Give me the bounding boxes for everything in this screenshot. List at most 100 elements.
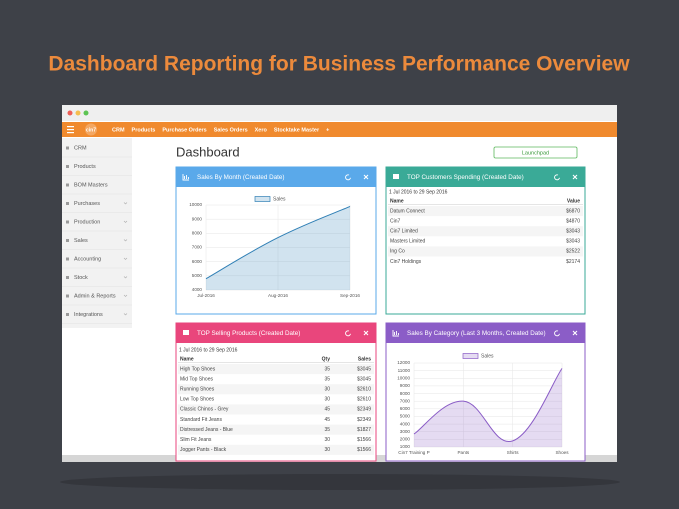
y-tick-label: 9000 — [400, 383, 411, 388]
nav-item[interactable]: Xero — [255, 127, 268, 133]
legend-label: Sales — [481, 353, 494, 359]
table-cell: $6870 — [566, 208, 580, 214]
table-cell: $4870 — [566, 218, 580, 224]
series-line — [413, 368, 563, 442]
table-cell: Standard Fit Jeans — [180, 417, 222, 423]
sidebar-icon — [66, 146, 69, 150]
area-fill — [414, 368, 562, 447]
table-cell: 35 — [324, 376, 330, 382]
chart-icon — [392, 330, 399, 337]
nav-item[interactable]: Purchase Orders — [162, 127, 206, 133]
table-cell: Masters Limited — [390, 239, 426, 245]
menu-icon[interactable] — [67, 126, 74, 134]
nav-item[interactable]: + — [326, 127, 329, 133]
y-tick-label: 2000 — [400, 437, 411, 442]
chevron — [123, 220, 128, 223]
table-header: Value — [567, 198, 580, 204]
close-dot[interactable] — [67, 110, 73, 116]
table-cell: $1827 — [357, 427, 371, 433]
table-icon — [183, 330, 189, 335]
table-cell: Ing Co — [390, 249, 405, 255]
row-stripe — [388, 206, 583, 217]
widget-header — [176, 167, 376, 187]
table-header: Name — [390, 198, 404, 204]
sidebar-item[interactable]: Purchases — [74, 201, 100, 207]
y-tick-label: 1000 — [400, 444, 411, 449]
table-cell: $2349 — [357, 407, 371, 413]
legend-swatch — [462, 353, 479, 359]
nav-item[interactable]: Products — [132, 127, 156, 133]
table-cell: $1566 — [357, 437, 371, 443]
legend-label: Sales — [273, 196, 286, 202]
minimize-dot[interactable] — [75, 110, 81, 116]
y-tick-label: 7000 — [192, 245, 203, 250]
table-cell: 30 — [324, 387, 330, 393]
table-icon — [393, 174, 399, 179]
table-cell: $2610 — [357, 387, 371, 393]
chevron — [123, 294, 128, 297]
table-cell: Low Top Shoes — [180, 397, 215, 403]
row-stripe — [388, 246, 583, 257]
sidebar-item[interactable]: Sales — [74, 238, 88, 244]
logo-badge — [85, 123, 97, 136]
refresh-icon[interactable] — [345, 174, 351, 181]
chart-icon — [182, 174, 189, 181]
table-cell: Datum Connect — [390, 208, 425, 214]
table-cell: $2610 — [357, 397, 371, 403]
page-title: Dashboard — [176, 144, 240, 159]
sidebar-item[interactable]: Production — [74, 219, 100, 225]
y-tick-label: 5000 — [192, 273, 203, 278]
table-header: Name — [180, 356, 194, 362]
sidebar-icon — [66, 183, 69, 187]
sidebar-item[interactable]: CRM — [74, 145, 87, 151]
close-icon[interactable] — [363, 174, 369, 180]
y-tick-label: 9000 — [192, 216, 203, 221]
sidebar-item[interactable]: Accounting — [74, 256, 101, 262]
table-header: Qty — [322, 356, 331, 362]
x-tick-label: Shirts — [507, 450, 519, 455]
close-icon[interactable] — [363, 330, 369, 336]
refresh-icon[interactable] — [554, 174, 560, 181]
chevron — [123, 202, 128, 205]
sidebar — [62, 138, 132, 328]
launchpad-label[interactable]: Launchpad — [522, 150, 549, 156]
launchpad-button[interactable] — [493, 146, 578, 159]
widget-title: TOP Customers Spending (Created Date) — [407, 174, 524, 181]
close-icon[interactable] — [572, 174, 578, 180]
table-cell: $3043 — [566, 239, 580, 245]
y-tick-label: 11000 — [398, 368, 411, 373]
logo[interactable]: cin7 — [86, 127, 96, 133]
y-tick-label: 4000 — [192, 287, 203, 292]
table-cell: Slim Fit Jeans — [180, 437, 212, 443]
row-stripe — [178, 384, 374, 395]
row-stripe — [178, 424, 374, 435]
widget — [385, 166, 586, 315]
table-cell: 45 — [324, 407, 330, 413]
maximize-dot[interactable] — [83, 110, 89, 116]
sidebar-item[interactable]: Stock — [74, 275, 88, 281]
refresh-icon[interactable] — [554, 330, 560, 337]
row-stripe — [178, 364, 374, 375]
sidebar-item[interactable]: Integrations — [74, 312, 103, 318]
sidebar-item[interactable]: Products — [74, 164, 96, 170]
area-fill — [206, 206, 350, 290]
nav-item[interactable]: Stocktake Master — [274, 127, 320, 133]
table-cell: $3045 — [357, 376, 371, 382]
x-tick-label: Shoes — [555, 450, 569, 455]
nav-item[interactable]: Sales Orders — [214, 127, 248, 133]
row-stripe — [178, 444, 374, 455]
chevron — [123, 276, 128, 279]
row-stripe — [388, 226, 583, 237]
close-icon[interactable] — [572, 330, 578, 336]
y-tick-label: 8000 — [400, 391, 411, 396]
sidebar-item[interactable]: BOM Masters — [74, 182, 108, 188]
table-cell: $2349 — [357, 417, 371, 423]
sidebar-item[interactable]: Admin & Reports — [74, 293, 116, 299]
y-tick-label: 5000 — [400, 414, 411, 419]
refresh-icon[interactable] — [345, 330, 351, 337]
sidebar-icon — [66, 313, 69, 316]
table-cell: Classic Chinos - Grey — [180, 407, 229, 413]
nav-item[interactable]: CRM — [112, 127, 125, 133]
